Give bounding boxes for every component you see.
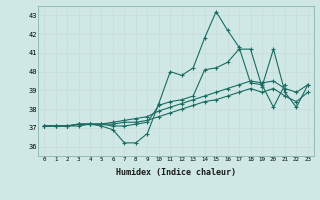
X-axis label: Humidex (Indice chaleur): Humidex (Indice chaleur) (116, 168, 236, 177)
